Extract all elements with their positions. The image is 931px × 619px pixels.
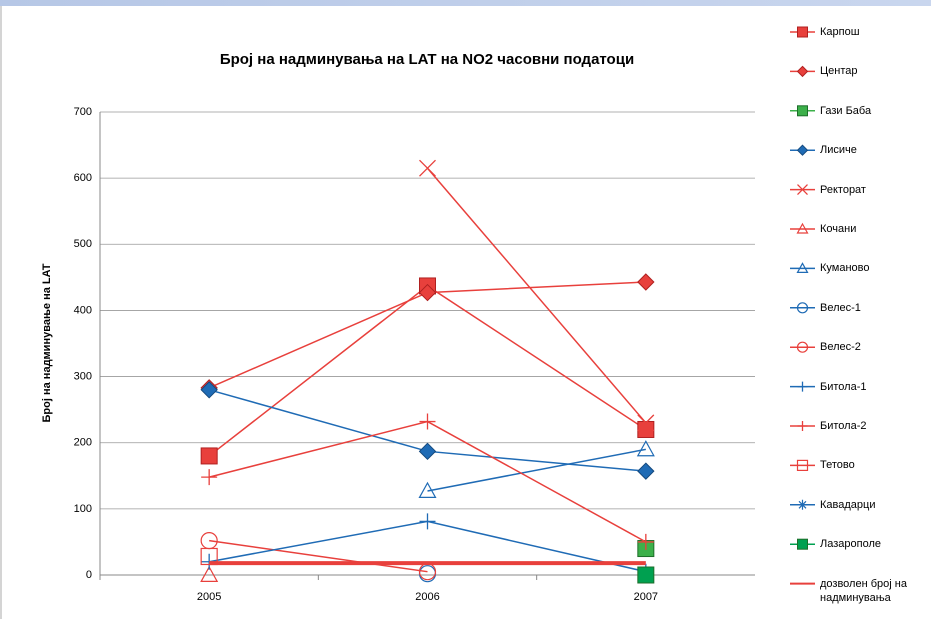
legend-label: Центар <box>820 65 858 78</box>
chart-title: Број на надминувања на LAT на NO2 часовн… <box>220 51 634 68</box>
y-tick-label: 200 <box>74 437 92 449</box>
marker <box>796 341 809 353</box>
legend-label: Карпош <box>820 26 860 38</box>
marker <box>797 105 808 117</box>
legend-label: Велес-2 <box>820 341 861 354</box>
marker <box>797 538 808 550</box>
marker <box>796 144 809 156</box>
legend-label: Лисиче <box>820 144 857 157</box>
marker <box>796 65 809 78</box>
marker <box>637 462 655 480</box>
marker <box>636 440 655 457</box>
marker <box>796 262 809 273</box>
marker <box>201 469 218 486</box>
series-line <box>209 539 428 573</box>
y-tick-label: 700 <box>74 106 92 118</box>
marker <box>200 381 218 399</box>
marker <box>797 499 808 510</box>
legend-label: Гази Баба <box>820 104 872 117</box>
legend-label: Лазарополе <box>820 538 881 551</box>
y-tick-label: 0 <box>86 569 92 581</box>
marker <box>418 442 437 461</box>
legend-label: дозволен број на надминувања <box>820 577 907 604</box>
legend-label: Кочани <box>820 223 857 235</box>
marker <box>796 222 809 234</box>
marker <box>418 283 437 302</box>
legend-label: Кавадарци <box>820 498 876 511</box>
marker <box>200 447 218 465</box>
marker <box>419 513 436 530</box>
x-tick-label: 2007 <box>634 591 658 603</box>
marker <box>419 159 436 177</box>
series-line <box>427 448 646 492</box>
legend-label: Велес-1 <box>820 301 861 314</box>
series-line <box>208 285 647 457</box>
marker <box>418 481 437 498</box>
marker <box>637 414 655 432</box>
legend-label: Битола-2 <box>820 420 867 432</box>
legend-label: Тетово <box>820 459 855 472</box>
legend-label: Битола-1 <box>820 380 867 393</box>
marker <box>200 565 219 582</box>
y-tick-label: 400 <box>74 304 92 316</box>
marker <box>637 420 655 438</box>
y-tick-label: 600 <box>74 172 92 184</box>
x-tick-label: 2006 <box>415 591 439 603</box>
marker <box>796 459 809 471</box>
marker <box>637 566 655 584</box>
legend-label: Ректорат <box>820 183 866 196</box>
y-tick-label: 300 <box>74 370 92 382</box>
marker <box>796 302 809 314</box>
marker <box>637 533 654 550</box>
marker <box>797 381 808 392</box>
y-tick-label: 500 <box>74 238 92 250</box>
series-line <box>426 167 647 424</box>
y-tick-label: 100 <box>74 503 92 515</box>
marker <box>637 273 655 291</box>
marker <box>797 184 808 196</box>
top-bar <box>0 0 931 6</box>
legend-label: Куманово <box>820 262 870 275</box>
marker <box>797 421 808 431</box>
marker <box>797 26 808 38</box>
y-axis-label: Број на надминување на LAT <box>41 263 53 422</box>
marker <box>419 413 436 430</box>
x-tick-label: 2005 <box>197 591 221 603</box>
